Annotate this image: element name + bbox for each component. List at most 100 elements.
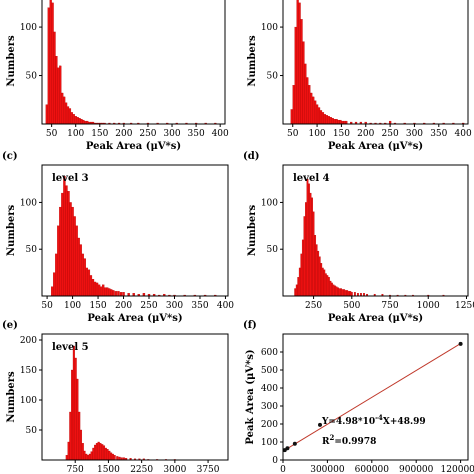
histogram-bar (59, 65, 62, 125)
histogram-bar (82, 119, 85, 125)
x-tick-label: 400 (217, 301, 234, 311)
histogram-bar (72, 345, 75, 461)
histogram-bar (45, 104, 48, 125)
x-tick-label: 3750 (197, 465, 220, 474)
x-tick-label: 350 (191, 301, 208, 311)
histogram-bar (329, 117, 332, 125)
x-tick-label: 400 (212, 129, 229, 139)
histogram-bar (104, 287, 107, 297)
histogram-bar (74, 357, 77, 461)
y-tick-label: 50 (26, 72, 38, 82)
panel-d: 250 500 750 1000 1250 50 100 Peak Area (μV*s) Nu… (243, 151, 474, 324)
y-tick-label: 100 (20, 396, 37, 406)
histogram-bar (341, 289, 344, 297)
histogram-bar (81, 443, 84, 461)
x-tick-label: 250 (382, 129, 399, 139)
data-point (458, 341, 463, 346)
histogram-bar (116, 456, 119, 461)
x-tick-label: 500 (343, 301, 360, 311)
panel-letter: (f) (243, 320, 257, 331)
histogram-bar (67, 441, 70, 461)
histogram-bar (333, 119, 336, 125)
equation-exponent: -4 (375, 413, 383, 422)
plot-frame (282, 333, 469, 461)
histogram-bar (300, 253, 303, 297)
histogram-bar (323, 269, 326, 297)
panel-f: Y=4.98*10-4X+48.99 R2=0.9978 0 300000 600000… (243, 320, 474, 474)
histogram-bar (331, 282, 333, 297)
histogram-bar (69, 411, 72, 461)
histogram-bar (347, 291, 350, 297)
r2-sup: 2 (329, 433, 334, 442)
x-tick-label: 300 (406, 129, 423, 139)
fit-line (282, 343, 461, 452)
histogram-bar (298, 267, 301, 297)
histogram-bar (339, 119, 342, 125)
histogram-bar (303, 216, 306, 297)
histogram-bars (65, 345, 176, 461)
histogram-bar (305, 202, 307, 297)
histogram-bar (349, 291, 352, 297)
histogram-bar (312, 96, 315, 125)
y-tick-label: 400 (261, 384, 278, 394)
x-tick-label: 300000 (310, 465, 345, 474)
x-tick-label: 750 (67, 465, 84, 474)
histogram-bar (68, 108, 72, 125)
data-point (318, 422, 322, 427)
histogram-bar (76, 117, 79, 125)
histogram-bar (57, 225, 60, 297)
histogram-bar (331, 118, 334, 125)
histogram-bar (85, 267, 89, 297)
histogram-bar (329, 280, 332, 297)
histogram-bar (315, 244, 318, 297)
histogram-bar (325, 115, 328, 125)
histogram-bar (74, 116, 77, 125)
histogram-bar (95, 282, 99, 297)
histogram-bar (101, 444, 104, 461)
histogram-bar (327, 277, 330, 297)
plot-frame (41, 333, 229, 461)
x-tick-label: 150 (91, 129, 108, 139)
y-tick-label: 50 (26, 426, 38, 436)
histogram-bar (321, 112, 325, 125)
x-axis-label: Peak Area (μV*s) (86, 141, 181, 152)
histogram-bar (99, 443, 102, 461)
panel-letter: (c) (2, 151, 18, 162)
data-point (285, 446, 290, 451)
x-tick-label: 250 (140, 301, 157, 311)
histogram-bar (332, 284, 335, 297)
y-tick-label: 150 (20, 366, 37, 376)
histogram-bar (65, 185, 68, 297)
histogram-bar (344, 290, 347, 297)
histogram-bar (55, 56, 58, 125)
histogram-bar (104, 447, 107, 461)
x-tick-label: 3000 (163, 465, 186, 474)
histogram-bar (55, 253, 58, 297)
histogram-bar (108, 450, 111, 461)
histogram-bar (319, 110, 323, 125)
histogram-bar (63, 176, 66, 297)
histogram-bar (67, 191, 70, 297)
histogram-bar (317, 250, 320, 297)
histogram-bar (112, 290, 115, 297)
histogram-bar (49, 0, 52, 125)
histogram-bar (92, 447, 95, 461)
histogram-bars (294, 178, 445, 297)
fit-equation: Y=4.98*10-4X+48.99 (321, 413, 426, 427)
histogram-bar (318, 256, 321, 297)
x-tick-label: 250 (305, 301, 322, 311)
histogram-bar (101, 284, 105, 297)
histogram-bar (308, 183, 310, 297)
histogram-bar (335, 286, 338, 297)
histogram-bar (304, 63, 307, 125)
histogram-bar (83, 258, 86, 297)
histogram-bar (321, 267, 324, 297)
histogram-bar (302, 41, 305, 125)
histogram-bar (63, 96, 66, 125)
histogram-bar (89, 275, 93, 297)
histogram-bar (301, 239, 304, 297)
y-axis-label: Numbers (6, 205, 17, 257)
histogram-bar (314, 235, 317, 297)
